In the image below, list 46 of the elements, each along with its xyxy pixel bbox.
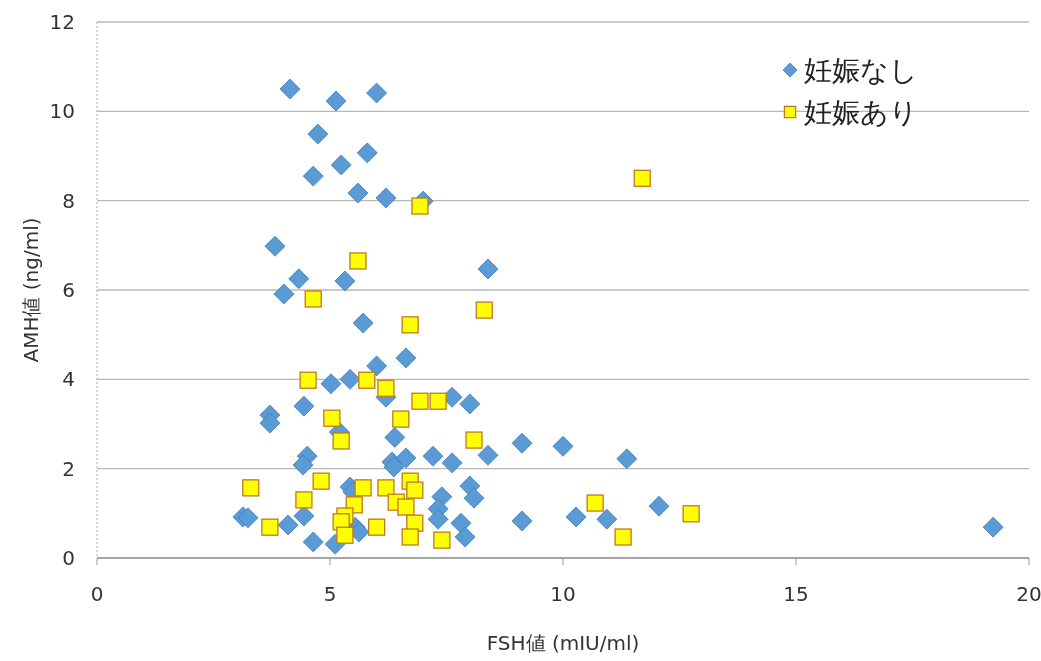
point <box>401 528 419 546</box>
point <box>312 472 330 490</box>
point <box>401 316 419 334</box>
legend-label: 妊娠あり <box>804 96 918 129</box>
point <box>332 432 350 450</box>
point <box>242 479 260 497</box>
point <box>633 169 651 187</box>
point <box>349 252 367 270</box>
point <box>295 491 313 509</box>
y-tick-label: 4 <box>62 367 75 392</box>
point <box>323 409 341 427</box>
point <box>614 528 632 546</box>
x-axis-title: FSH値 (mIU/ml) <box>486 631 640 655</box>
x-tick-label: 15 <box>783 582 809 606</box>
point <box>377 379 395 397</box>
point <box>261 518 279 536</box>
point <box>682 505 700 523</box>
point <box>377 479 395 497</box>
point <box>367 518 386 536</box>
y-tick-label: 8 <box>62 188 75 213</box>
legend-label: 妊娠なし <box>804 54 918 87</box>
point <box>411 392 429 410</box>
point <box>465 431 483 449</box>
point <box>358 371 376 389</box>
point <box>336 526 354 544</box>
point <box>304 290 322 308</box>
point <box>586 494 604 512</box>
point <box>354 479 372 497</box>
point <box>392 410 410 428</box>
point <box>299 371 317 389</box>
y-axis-title: AMH値 (ng/ml) <box>19 217 43 363</box>
y-tick-label: 10 <box>49 99 75 124</box>
point <box>397 498 415 516</box>
point <box>411 197 429 215</box>
y-tick-label: 12 <box>49 10 75 34</box>
y-tick-label: 2 <box>62 456 75 481</box>
point <box>433 531 451 549</box>
x-tick-label: 5 <box>323 582 337 606</box>
point <box>429 392 447 410</box>
x-tick-label: 0 <box>90 582 104 606</box>
point <box>406 481 424 499</box>
y-tick-label: 6 <box>62 278 75 302</box>
x-tick-label: 20 <box>1016 582 1041 606</box>
x-tick-label: 10 <box>550 582 576 606</box>
point <box>475 301 493 319</box>
y-tick-label: 0 <box>62 546 75 570</box>
